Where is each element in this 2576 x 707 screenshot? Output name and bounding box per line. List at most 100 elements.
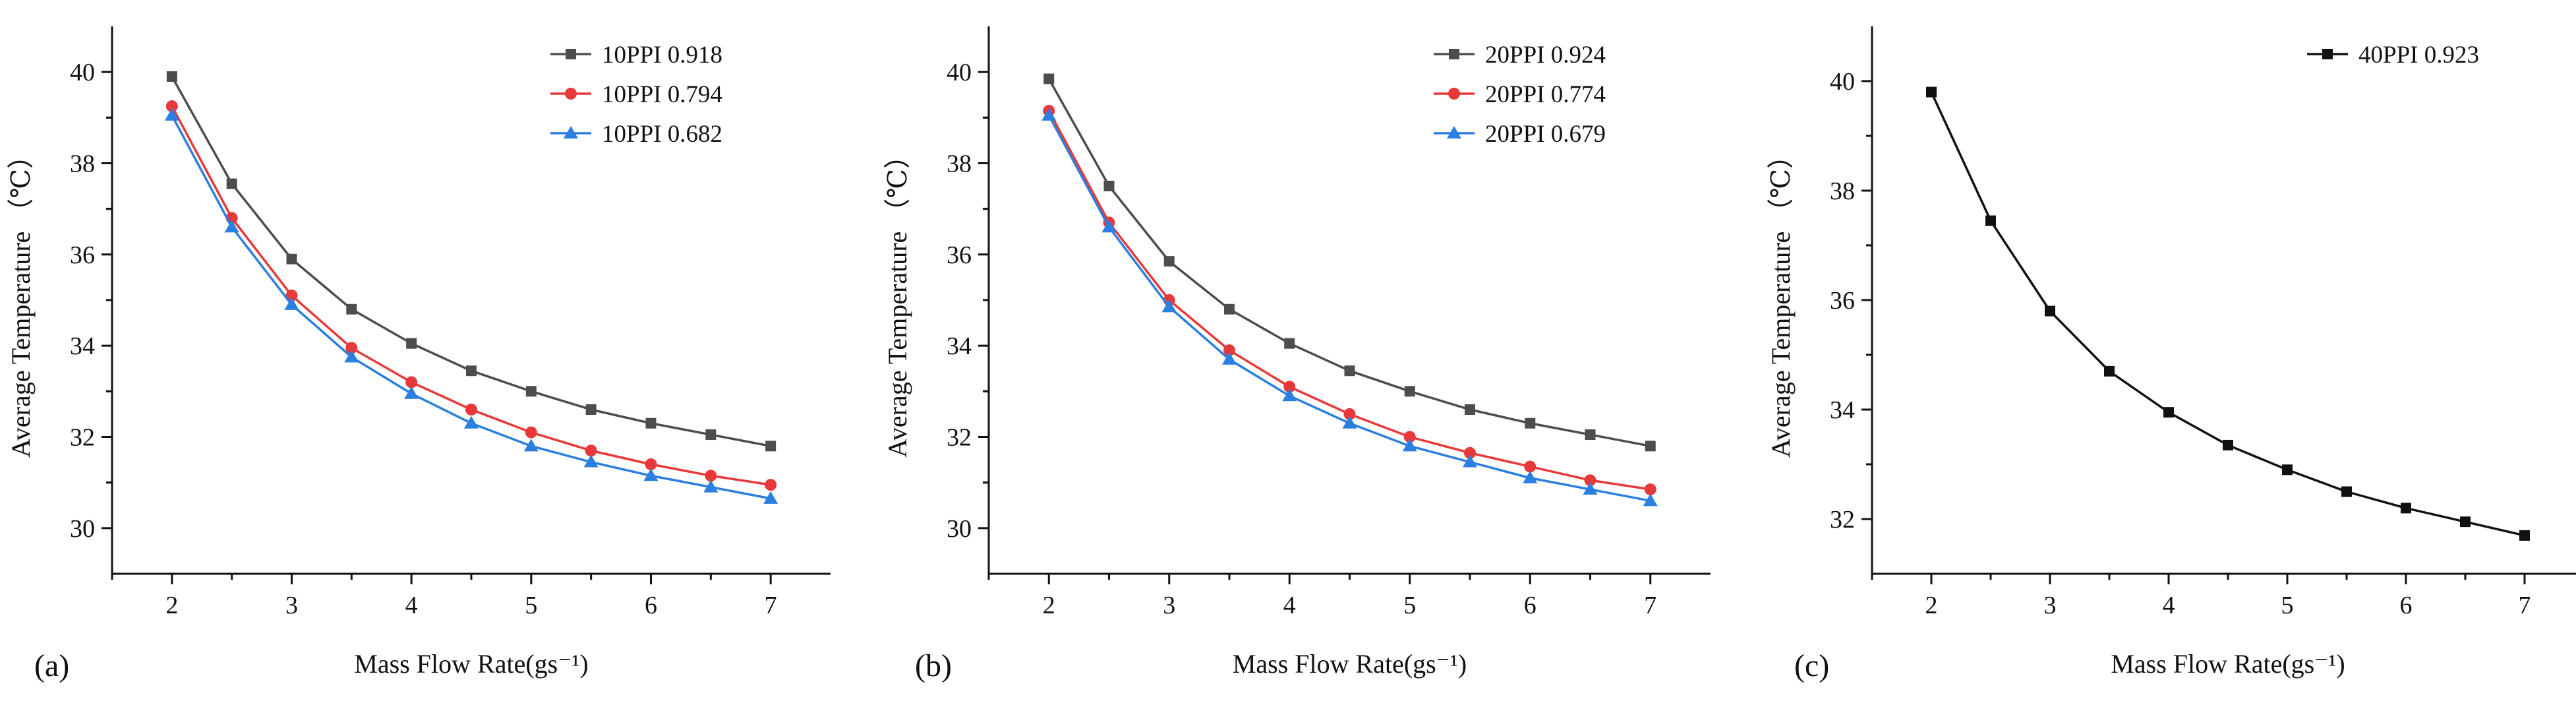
y-tick-label: 40 — [1830, 68, 1855, 96]
x-tick-label: 2 — [165, 592, 178, 619]
y-axis-title: Average Temperature （℃） — [1766, 142, 1796, 458]
data-point — [406, 338, 417, 349]
data-point — [1403, 431, 1416, 443]
data-point — [1101, 220, 1117, 233]
x-axis-title: Mass Flow Rate(gs⁻¹) — [354, 649, 588, 679]
series-line — [1047, 110, 1651, 491]
x-tick-label: 5 — [2281, 592, 2294, 619]
legend-marker — [2322, 49, 2333, 59]
data-point — [1643, 493, 1658, 507]
data-point — [1584, 474, 1596, 487]
data-point — [645, 458, 657, 470]
data-point — [1043, 73, 1055, 84]
data-point — [464, 415, 479, 429]
x-tick-label: 2 — [1925, 592, 1938, 619]
data-point — [705, 470, 717, 482]
y-tick-label: 32 — [70, 424, 95, 452]
data-point — [1463, 454, 1477, 468]
data-point — [585, 445, 597, 457]
data-point — [2223, 439, 2233, 450]
legend-marker — [565, 88, 577, 100]
data-point — [344, 350, 359, 363]
data-point — [2104, 365, 2115, 377]
y-tick-label: 32 — [1830, 506, 1855, 534]
y-tick-label: 36 — [947, 241, 972, 269]
x-tick-label: 7 — [1644, 592, 1656, 619]
panel-label: (a) — [34, 648, 69, 683]
data-point — [1224, 303, 1235, 315]
y-tick-label: 30 — [947, 515, 972, 543]
y-tick-label: 34 — [1830, 396, 1855, 424]
data-point — [1283, 381, 1296, 393]
legend-marker — [1447, 126, 1461, 138]
series-0 — [1043, 73, 1656, 452]
data-point — [2519, 530, 2530, 541]
data-point — [1223, 344, 1235, 357]
legend: 20PPI 0.924 20PPI 0.774 20PPI 0.679 — [1434, 42, 1606, 148]
y-tick-label: 38 — [70, 150, 95, 178]
x-tick-label: 3 — [2044, 592, 2057, 619]
data-point — [2401, 503, 2411, 514]
y-tick-label: 34 — [70, 332, 95, 360]
data-point — [405, 376, 418, 388]
data-point — [525, 386, 537, 397]
data-point — [1103, 181, 1115, 192]
data-point — [525, 426, 537, 439]
x-tick-label: 6 — [645, 592, 657, 619]
data-point — [2163, 407, 2174, 418]
data-point — [1163, 256, 1175, 267]
y-tick-label: 36 — [1830, 287, 1855, 315]
data-point — [285, 290, 298, 302]
x-tick-label: 4 — [1283, 592, 1296, 619]
series-0 — [166, 71, 776, 452]
axis-frame — [111, 26, 831, 575]
y-tick-label: 40 — [947, 59, 972, 86]
data-point — [1926, 86, 1937, 98]
data-point — [1284, 338, 1295, 349]
legend-marker — [1448, 88, 1460, 100]
y-tick-label: 40 — [70, 59, 95, 86]
data-point — [2282, 464, 2293, 476]
data-point — [1402, 439, 1417, 452]
data-point — [465, 404, 477, 415]
series-0 — [1926, 86, 2530, 541]
series-2 — [1041, 108, 1658, 507]
data-point — [765, 479, 777, 491]
x-tick-label: 4 — [405, 592, 418, 619]
legend: 40PPI 0.923 — [2307, 42, 2479, 69]
x-tick-label: 5 — [1403, 592, 1416, 619]
y-tick-label: 38 — [1830, 177, 1855, 205]
data-point — [224, 220, 239, 233]
series-1 — [165, 100, 777, 491]
x-tick-label: 2 — [1043, 592, 1055, 619]
data-point — [2341, 486, 2352, 497]
data-point — [1282, 388, 1297, 402]
data-point — [2045, 305, 2055, 317]
y-tick-label: 30 — [70, 515, 95, 543]
data-point — [346, 303, 357, 315]
y-tick-label: 36 — [70, 241, 95, 269]
legend-label: 20PPI 0.774 — [1485, 81, 1606, 108]
data-point — [583, 454, 599, 468]
data-point — [166, 71, 177, 82]
y-axis-title: Average Temperature （℃） — [6, 142, 36, 458]
data-point — [765, 441, 776, 452]
series-1 — [1043, 104, 1656, 496]
data-point — [1585, 429, 1596, 441]
data-point — [345, 342, 358, 354]
data-point — [286, 253, 297, 264]
x-tick-label: 5 — [525, 592, 537, 619]
panel-label: (b) — [915, 648, 952, 683]
data-point — [585, 404, 597, 415]
legend-label: 10PPI 0.918 — [602, 42, 722, 69]
y-axis-title: Average Temperature （℃） — [883, 142, 912, 458]
data-point — [1465, 404, 1475, 415]
series-2 — [164, 108, 778, 504]
y-tick-label: 38 — [947, 150, 972, 178]
series-line — [1047, 115, 1651, 503]
data-point — [1644, 483, 1656, 496]
data-point — [1525, 417, 1536, 429]
x-axis-title: Mass Flow Rate(gs⁻¹) — [1233, 649, 1467, 679]
